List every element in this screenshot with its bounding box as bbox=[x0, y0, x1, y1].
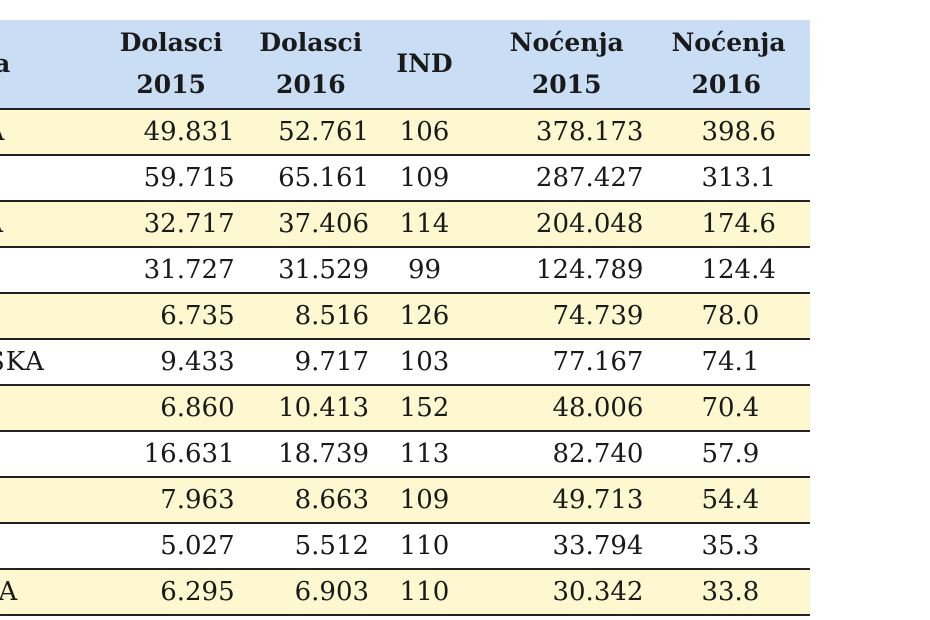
table-row: VENIJA 32.717 37.406 114 204.048 174.6 bbox=[0, 201, 810, 248]
table-row: TRIJA 59.715 65.161 109 287.427 313.1 bbox=[0, 155, 810, 202]
cell-country: JA bbox=[0, 293, 100, 340]
cell-dolasci-2016: 8.516 bbox=[242, 293, 380, 340]
header-row: ržava Dolasci 2015 Dolasci 2016 IND Noće… bbox=[0, 20, 810, 110]
tourist-statistics-table: ržava Dolasci 2015 Dolasci 2016 IND Noće… bbox=[0, 20, 810, 616]
cell-nocenja-2016: 174.6 bbox=[663, 201, 810, 248]
table-body: MAČKA 49.831 52.761 106 378.173 398.6 TR… bbox=[0, 109, 810, 616]
header-nocenja-2015: Noćenja 2015 bbox=[469, 20, 664, 110]
cell-dolasci-2016: 8.663 bbox=[242, 477, 380, 524]
header-nocenja-2016-line2: 2016 bbox=[691, 70, 762, 99]
header-country: ržava bbox=[0, 20, 100, 110]
cell-ind: 152 bbox=[379, 385, 470, 432]
cell-nocenja-2016: 313.1 bbox=[663, 155, 810, 202]
cell-dolasci-2015: 9.433 bbox=[99, 339, 243, 386]
cell-nocenja-2016: 124.4 bbox=[663, 247, 810, 294]
cell-dolasci-2015: 49.831 bbox=[99, 109, 243, 156]
cell-dolasci-2016: 10.413 bbox=[242, 385, 380, 432]
cell-nocenja-2016: 54.4 bbox=[663, 477, 810, 524]
cell-ind: 114 bbox=[379, 201, 470, 248]
cell-ind: 109 bbox=[379, 477, 470, 524]
table-row: DARSKA 6.295 6.903 110 30.342 33.8 bbox=[0, 569, 810, 616]
table-row: OZEMSKA 9.433 9.717 103 77.167 74.1 bbox=[0, 339, 810, 386]
cell-ind: 126 bbox=[379, 293, 470, 340]
cell-nocenja-2015: 33.794 bbox=[469, 523, 664, 570]
cell-nocenja-2015: 30.342 bbox=[469, 569, 664, 616]
header-country-label: ržava bbox=[0, 49, 11, 78]
cell-country: SKA bbox=[0, 523, 100, 570]
cell-nocenja-2016: 57.9 bbox=[663, 431, 810, 478]
cell-nocenja-2016: 398.6 bbox=[663, 109, 810, 156]
header-dolasci-2016-line1: Dolasci bbox=[259, 28, 363, 57]
header-nocenja-2016: Noćenja 2016 bbox=[663, 20, 810, 110]
cell-dolasci-2016: 65.161 bbox=[242, 155, 380, 202]
cell-nocenja-2015: 49.713 bbox=[469, 477, 664, 524]
cell-dolasci-2016: 6.903 bbox=[242, 569, 380, 616]
cell-nocenja-2016: 70.4 bbox=[663, 385, 810, 432]
table-row: SKA 5.027 5.512 110 33.794 35.3 bbox=[0, 523, 810, 570]
cell-nocenja-2016: 74.1 bbox=[663, 339, 810, 386]
cell-dolasci-2015: 5.027 bbox=[99, 523, 243, 570]
table-row: IJA 31.727 31.529 99 124.789 124.4 bbox=[0, 247, 810, 294]
cell-dolasci-2015: 31.727 bbox=[99, 247, 243, 294]
cell-country: DARSKA bbox=[0, 569, 100, 616]
cell-ind: 110 bbox=[379, 523, 470, 570]
cell-country: IJA bbox=[0, 247, 100, 294]
cell-nocenja-2015: 74.739 bbox=[469, 293, 664, 340]
header-dolasci-2016-line2: 2016 bbox=[276, 70, 346, 99]
cell-dolasci-2015: 32.717 bbox=[99, 201, 243, 248]
cell-dolasci-2015: 6.735 bbox=[99, 293, 243, 340]
cell-nocenja-2015: 77.167 bbox=[469, 339, 664, 386]
cell-country: MAČKA bbox=[0, 109, 100, 156]
cell-dolasci-2016: 9.717 bbox=[242, 339, 380, 386]
cell-dolasci-2015: 6.860 bbox=[99, 385, 243, 432]
cell-dolasci-2015: 16.631 bbox=[99, 431, 243, 478]
header-ind-label: IND bbox=[396, 49, 453, 78]
cell-dolasci-2015: 59.715 bbox=[99, 155, 243, 202]
cell-ind: 99 bbox=[379, 247, 470, 294]
cell-ind: 106 bbox=[379, 109, 470, 156]
header-ind: IND bbox=[379, 20, 470, 110]
cell-nocenja-2015: 204.048 bbox=[469, 201, 664, 248]
cell-ind: 113 bbox=[379, 431, 470, 478]
cell-country: ATSKA bbox=[0, 431, 100, 478]
header-dolasci-2015-line2: 2015 bbox=[136, 70, 206, 99]
cell-dolasci-2016: 31.529 bbox=[242, 247, 380, 294]
header-dolasci-2016: Dolasci 2016 bbox=[242, 20, 380, 110]
cell-dolasci-2015: 6.295 bbox=[99, 569, 243, 616]
cell-ind: 109 bbox=[379, 155, 470, 202]
cell-nocenja-2016: 78.0 bbox=[663, 293, 810, 340]
cell-nocenja-2016: 35.3 bbox=[663, 523, 810, 570]
table-row: 6.860 10.413 152 48.006 70.4 bbox=[0, 385, 810, 432]
cell-nocenja-2015: 82.740 bbox=[469, 431, 664, 478]
cell-dolasci-2016: 5.512 bbox=[242, 523, 380, 570]
table-header: ržava Dolasci 2015 Dolasci 2016 IND Noće… bbox=[0, 20, 810, 110]
table-row: KA 7.963 8.663 109 49.713 54.4 bbox=[0, 477, 810, 524]
cell-dolasci-2015: 7.963 bbox=[99, 477, 243, 524]
cell-country: KA bbox=[0, 477, 100, 524]
cell-country: VENIJA bbox=[0, 201, 100, 248]
cell-dolasci-2016: 18.739 bbox=[242, 431, 380, 478]
cell-country: TRIJA bbox=[0, 155, 100, 202]
header-dolasci-2015-line1: Dolasci bbox=[119, 28, 223, 57]
header-nocenja-2015-line1: Noćenja bbox=[509, 28, 624, 57]
header-nocenja-2015-line2: 2015 bbox=[531, 70, 602, 99]
cell-nocenja-2015: 48.006 bbox=[469, 385, 664, 432]
header-nocenja-2016-line1: Noćenja bbox=[671, 28, 786, 57]
cell-dolasci-2016: 52.761 bbox=[242, 109, 380, 156]
cell-nocenja-2015: 378.173 bbox=[469, 109, 664, 156]
table-row: ATSKA 16.631 18.739 113 82.740 57.9 bbox=[0, 431, 810, 478]
cell-country bbox=[0, 385, 100, 432]
cell-ind: 103 bbox=[379, 339, 470, 386]
header-dolasci-2015: Dolasci 2015 bbox=[99, 20, 243, 110]
cell-country: OZEMSKA bbox=[0, 339, 100, 386]
cell-nocenja-2015: 124.789 bbox=[469, 247, 664, 294]
cell-nocenja-2015: 287.427 bbox=[469, 155, 664, 202]
cell-nocenja-2016: 33.8 bbox=[663, 569, 810, 616]
cell-ind: 110 bbox=[379, 569, 470, 616]
table-row: JA 6.735 8.516 126 74.739 78.0 bbox=[0, 293, 810, 340]
table-row: MAČKA 49.831 52.761 106 378.173 398.6 bbox=[0, 109, 810, 156]
cell-dolasci-2016: 37.406 bbox=[242, 201, 380, 248]
